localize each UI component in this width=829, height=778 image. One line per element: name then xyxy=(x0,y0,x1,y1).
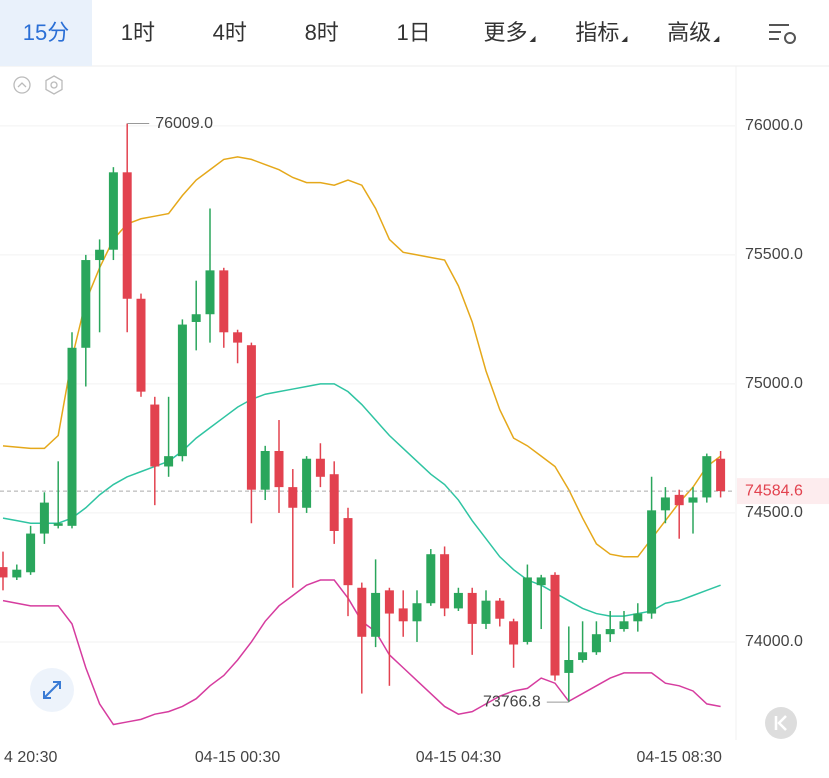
candle-body xyxy=(81,260,91,348)
dropdown-caret xyxy=(529,36,536,42)
candle-body xyxy=(412,603,422,622)
tab-label[interactable]: 高级 xyxy=(667,20,711,45)
candle-body xyxy=(205,270,215,315)
tab-label[interactable]: 指标 xyxy=(575,20,619,45)
x-tick-label: 04-15 04:30 xyxy=(416,749,502,766)
candle-body xyxy=(53,523,63,526)
candle-body xyxy=(67,347,77,526)
candle-body xyxy=(233,332,243,343)
candle-body xyxy=(578,652,588,661)
candle-body xyxy=(426,554,436,604)
candle-body xyxy=(605,629,615,635)
candle-body xyxy=(150,404,160,467)
candle-body xyxy=(564,660,574,673)
candle-body xyxy=(357,587,367,637)
candle-body xyxy=(495,600,505,619)
candle-body xyxy=(191,314,201,322)
candle-body xyxy=(522,577,532,642)
y-tick-label: 75000.0 xyxy=(745,375,803,392)
candle-body xyxy=(315,458,325,477)
candle-body xyxy=(660,497,670,511)
candle-body xyxy=(0,567,8,578)
candle-body xyxy=(12,569,22,578)
candle-body xyxy=(509,621,519,645)
x-tick-label: 04-15 00:30 xyxy=(195,749,281,766)
max-label: 76009.0 xyxy=(155,115,213,132)
y-tick-label: 75500.0 xyxy=(745,246,803,263)
candle-body xyxy=(440,554,450,609)
y-tick-label: 74500.0 xyxy=(745,504,803,521)
candle-body xyxy=(329,474,339,531)
candle-body xyxy=(467,592,477,624)
tab-label[interactable]: 1日 xyxy=(396,20,430,45)
dropdown-caret xyxy=(621,36,628,42)
tab-selected-bg xyxy=(0,0,92,66)
tab-label[interactable]: 15分 xyxy=(23,20,69,45)
tab-label[interactable]: 4时 xyxy=(213,20,247,45)
candle-body xyxy=(647,510,657,614)
last-price-tag xyxy=(737,478,829,505)
band-line xyxy=(2,383,721,617)
candle-body xyxy=(177,324,187,457)
candle-body xyxy=(260,450,270,490)
candle-body xyxy=(536,577,546,586)
candle-body xyxy=(674,494,684,506)
dropdown-caret xyxy=(713,36,720,42)
x-tick-label: 4 20:30 xyxy=(4,749,57,766)
settings-icon[interactable] xyxy=(769,24,796,44)
y-tick-label: 74000.0 xyxy=(745,633,803,650)
candle-body xyxy=(716,458,726,492)
candle-body xyxy=(122,172,132,299)
candle-body xyxy=(39,502,49,534)
candle-body xyxy=(302,458,312,508)
candle-body xyxy=(219,270,229,333)
candle-body xyxy=(453,592,463,609)
toolbar xyxy=(0,0,829,66)
candle-body xyxy=(702,456,712,498)
candle-body xyxy=(95,249,105,261)
candle-body xyxy=(136,298,146,392)
candle-body xyxy=(688,497,698,503)
expand-button[interactable] xyxy=(30,668,74,712)
tab-label[interactable]: 1时 xyxy=(121,20,155,45)
candle-body xyxy=(164,456,174,467)
candle-body xyxy=(288,487,298,508)
tab-label[interactable]: 8时 xyxy=(305,20,339,45)
candle-body xyxy=(246,345,256,490)
candle-body xyxy=(274,450,284,488)
min-label: 73766.8 xyxy=(483,693,541,710)
candle-body xyxy=(371,592,381,637)
candle-body xyxy=(343,518,353,586)
candle-body xyxy=(619,621,629,630)
x-tick-label: 04-15 08:30 xyxy=(636,749,722,766)
candle-body xyxy=(481,600,491,624)
candle-body xyxy=(384,590,394,614)
candle-body xyxy=(550,574,560,676)
last-price-label: 74584.6 xyxy=(745,482,803,499)
candle-body xyxy=(26,533,36,573)
candle-body xyxy=(633,613,643,622)
candle-body xyxy=(591,634,601,653)
back-button[interactable] xyxy=(765,707,797,739)
band-line xyxy=(2,156,722,558)
tab-label[interactable]: 更多 xyxy=(483,20,527,45)
indicator-toggles[interactable] xyxy=(13,75,63,95)
y-tick-label: 76000.0 xyxy=(745,117,803,134)
candle-body xyxy=(398,608,408,622)
candle-body xyxy=(108,172,118,250)
